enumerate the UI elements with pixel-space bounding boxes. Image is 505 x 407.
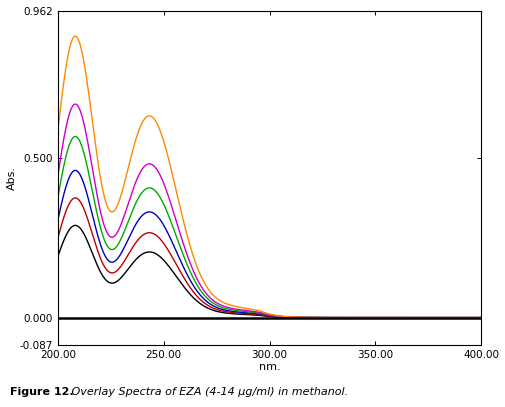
Y-axis label: Abs.: Abs. bbox=[7, 166, 17, 190]
X-axis label: nm.: nm. bbox=[258, 361, 280, 372]
Text: Overlay Spectra of EZA (4-14 μg/ml) in methanol.: Overlay Spectra of EZA (4-14 μg/ml) in m… bbox=[68, 387, 348, 397]
Text: Figure 12.: Figure 12. bbox=[10, 387, 74, 397]
